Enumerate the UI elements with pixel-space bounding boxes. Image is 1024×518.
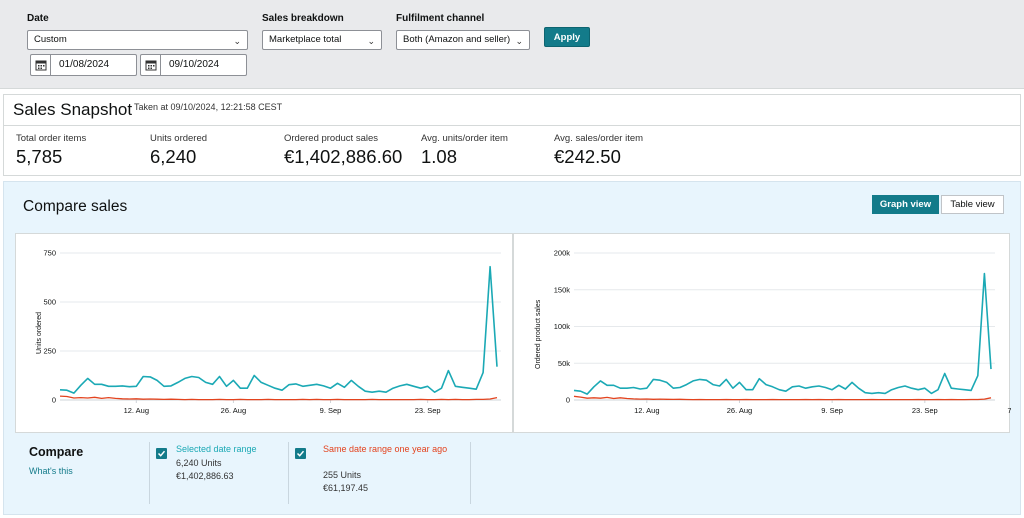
metric-total-order-items: Total order items 5,785	[16, 133, 86, 168]
fulfilment-channel-value: Both (Amazon and seller)	[403, 34, 511, 45]
sales-breakdown-value: Marketplace total	[269, 34, 342, 45]
sales-breakdown-select[interactable]: Marketplace total ⌄	[262, 30, 382, 50]
ordered-product-sales-chart-svg: 200k 150k 100k 50k 0 12. Aug 26. Aug 9. Sep 23. …	[554, 249, 1011, 416]
snapshot-title: Sales Snapshot	[13, 100, 133, 119]
selected-range-checkbox[interactable]	[156, 448, 167, 459]
metric-label: Ordered product sales	[284, 133, 378, 144]
x-tick-label: 9. Sep	[320, 406, 342, 415]
x-tick-label: 23. Sep	[415, 406, 441, 415]
chevron-down-icon: ⌄	[367, 36, 375, 46]
metric-value: €242.50	[554, 146, 621, 167]
check-icon	[157, 450, 166, 457]
divider	[149, 442, 150, 504]
last-year-title: Same date range one year ago	[323, 444, 448, 454]
metric-label: Avg. sales/order item	[554, 133, 644, 144]
ordered-product-sales-chart: 200k 150k 100k 50k 0 12. Aug 26. Aug 9. Sep 23. …	[513, 233, 1011, 433]
date-range-select[interactable]: Custom ⌄	[27, 30, 248, 50]
metric-value: €1,402,886.60	[284, 146, 403, 167]
metric-units-ordered: Units ordered 6,240	[150, 133, 207, 168]
metric-value: 5,785	[16, 146, 63, 167]
date-filter-label: Date	[27, 13, 49, 24]
chevron-down-icon: ⌄	[515, 36, 523, 46]
selected-range-series-line	[573, 272, 992, 395]
metric-label: Avg. units/order item	[421, 133, 508, 144]
compare-sales-title: Compare sales	[23, 198, 128, 215]
y-tick-label: 250	[43, 347, 56, 356]
selected-range-sales: €1,402,886.63	[176, 471, 234, 481]
divider	[288, 442, 289, 504]
compare-label: Compare	[29, 445, 84, 459]
snapshot-header: Sales Snapshot Taken at 09/10/2024, 12:2…	[4, 95, 1020, 126]
y-tick-label: 750	[43, 249, 56, 258]
metric-label: Total order items	[16, 133, 87, 144]
last-year-series-line	[59, 395, 498, 401]
x-tick-label: 12. Aug	[124, 406, 149, 415]
y-tick-label: 150k	[554, 285, 571, 294]
chevron-down-icon: ⌄	[233, 36, 241, 46]
ordered-product-sales-axis-label: Ordered product sales	[535, 299, 542, 369]
start-date-input[interactable]: 01/08/2024	[30, 54, 137, 76]
whats-this-link[interactable]: What's this	[29, 466, 73, 476]
selected-range-series-line	[59, 265, 498, 394]
x-tick-label: 7. Oct	[1007, 406, 1011, 415]
units-ordered-axis-label: Units ordered	[36, 311, 43, 354]
last-year-checkbox[interactable]	[295, 448, 306, 459]
x-tick-label: 26. Aug	[221, 406, 246, 415]
y-tick-label: 500	[43, 298, 56, 307]
x-tick-label: 9. Sep	[821, 406, 843, 415]
metric-avg-units-per-item: Avg. units/order item 1.08	[421, 133, 508, 168]
divider	[470, 442, 471, 504]
y-tick-label: 0	[52, 396, 56, 405]
end-date-input[interactable]: 09/10/2024	[140, 54, 247, 76]
apply-button[interactable]: Apply	[544, 27, 590, 47]
y-tick-label: 0	[566, 396, 570, 405]
y-tick-label: 50k	[558, 359, 570, 368]
date-range-value: Custom	[34, 34, 67, 45]
x-tick-label: 12. Aug	[634, 406, 659, 415]
check-icon	[296, 450, 305, 457]
metric-avg-sales-per-item: Avg. sales/order item €242.50	[554, 133, 643, 168]
last-year-sales: €61,197.45	[323, 483, 369, 493]
metric-ordered-product-sales: Ordered product sales €1,402,886.60	[284, 133, 402, 168]
sales-breakdown-label: Sales breakdown	[262, 13, 344, 24]
start-date-value: 01/08/2024	[59, 59, 110, 70]
end-date-value: 09/10/2024	[169, 59, 220, 70]
selected-range-title: Selected date range	[176, 444, 257, 454]
x-tick-label: 23. Sep	[912, 406, 938, 415]
x-tick-label: 26. Aug	[727, 406, 752, 415]
fulfilment-channel-select[interactable]: Both (Amazon and seller) ⌄	[396, 30, 530, 50]
compare-sales-section: Compare sales Graph view Table view 750 5…	[3, 181, 1021, 515]
y-tick-label: 100k	[554, 322, 571, 331]
last-year-units: 255 Units	[323, 470, 362, 480]
y-tick-label: 200k	[554, 249, 571, 258]
compare-legend: Compare What's this Selected date range …	[4, 440, 1020, 516]
fulfilment-channel-label: Fulfilment channel	[396, 13, 485, 24]
metric-value: 6,240	[150, 146, 197, 167]
filter-bar: Date Custom ⌄ 01/08/2024 09/10/2024 Sale…	[0, 0, 1024, 89]
last-year-series-line	[573, 395, 992, 401]
calendar-icon[interactable]	[31, 55, 51, 75]
sales-snapshot: Sales Snapshot Taken at 09/10/2024, 12:2…	[3, 94, 1021, 176]
metric-label: Units ordered	[150, 133, 208, 144]
metric-value: 1.08	[421, 146, 458, 167]
calendar-icon[interactable]	[141, 55, 161, 75]
table-view-button[interactable]: Table view	[941, 195, 1004, 214]
selected-range-units: 6,240 Units	[176, 458, 222, 468]
graph-view-button[interactable]: Graph view	[872, 195, 939, 214]
snapshot-timestamp: Taken at 09/10/2024, 12:21:58 CEST	[134, 102, 283, 112]
